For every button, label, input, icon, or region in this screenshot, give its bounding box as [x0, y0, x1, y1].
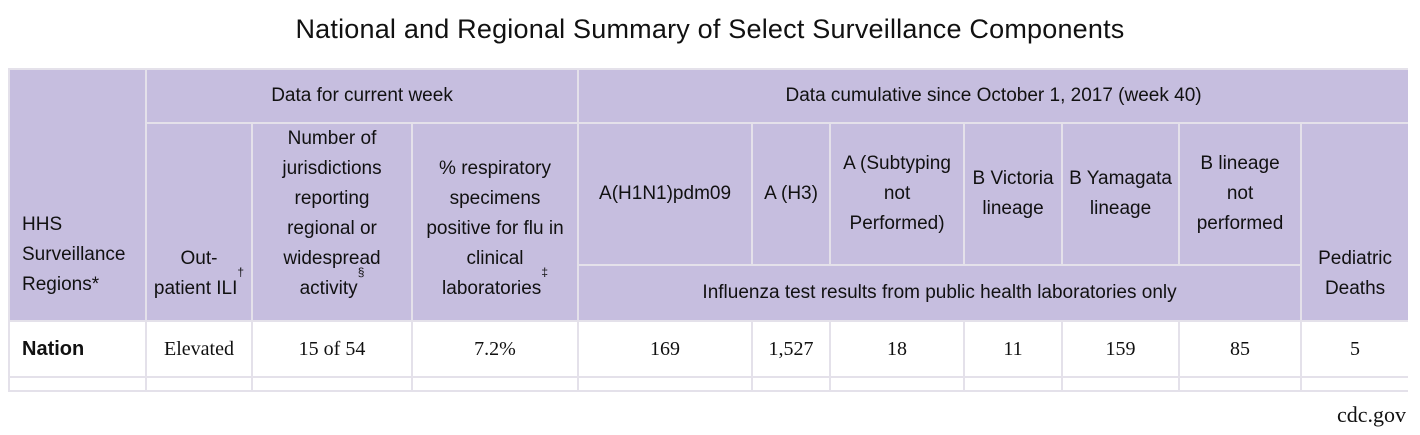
cell-h1n1: 169 — [577, 320, 754, 378]
stub-cell — [410, 376, 580, 392]
stub-cell — [963, 376, 1064, 392]
cell-pct-positive: 7.2% — [410, 320, 580, 378]
stub-cell — [829, 376, 966, 392]
stub-cell — [8, 376, 147, 392]
double-dagger-mark: ‡ — [541, 265, 548, 279]
header-pct-positive: % respiratory specimens positive for flu… — [410, 122, 580, 322]
header-b-yamagata: B Yamagata lineage — [1061, 122, 1181, 266]
cell-b-lineage-not-performed: 85 — [1178, 320, 1303, 378]
header-pct-positive-label: % respiratory specimens positive for flu… — [426, 158, 564, 299]
cell-b-victoria: 11 — [963, 320, 1064, 378]
source-credit: cdc.gov — [1336, 402, 1406, 427]
cell-h3: 1,527 — [751, 320, 832, 378]
header-hhs-regions: HHS Surveillance Regions* — [8, 68, 147, 322]
dagger-mark: † — [237, 265, 245, 279]
table-row-partial — [8, 376, 1408, 392]
header-a-not-subtyped: A (Subtyping not Performed) — [829, 122, 966, 266]
cell-b-yamagata: 159 — [1061, 320, 1181, 378]
cell-pediatric: 5 — [1300, 320, 1408, 378]
stub-cell — [577, 376, 754, 392]
header-b-victoria: B Victoria lineage — [963, 122, 1064, 266]
header-lab-note: Influenza test results from public healt… — [577, 264, 1303, 322]
stub-cell — [1061, 376, 1181, 392]
header-current-week: Data for current week — [144, 68, 580, 124]
stub-cell — [145, 376, 253, 392]
stub-cell — [1178, 376, 1303, 392]
header-cumulative: Data cumulative since October 1, 2017 (w… — [577, 68, 1408, 124]
cell-a-not-subtyped: 18 — [829, 320, 966, 378]
table-row: Nation Elevated 15 of 54 7.2% 169 1,527 … — [8, 320, 1408, 378]
header-outpatient-ili: Out-patient ILI† — [145, 122, 253, 322]
cell-region: Nation — [8, 320, 147, 378]
header-h1n1: A(H1N1)pdm09 — [577, 122, 754, 266]
header-outpatient-ili-label: Out-patient ILI — [153, 248, 238, 299]
stub-cell — [251, 376, 413, 392]
header-h3: A (H3) — [751, 122, 832, 266]
header-b-lineage-not-performed: B lineage not performed — [1178, 122, 1303, 266]
summary-table: HHS Surveillance Regions* Data for curre… — [8, 68, 1408, 392]
page-title: National and Regional Summary of Select … — [295, 14, 1125, 44]
stub-cell — [1300, 376, 1408, 392]
section-mark: § — [357, 265, 365, 279]
header-pediatric-deaths: Pediatric Deaths — [1300, 122, 1408, 322]
header-jurisdictions: Number of jurisdictions reporting region… — [251, 122, 413, 322]
cell-ili: Elevated — [145, 320, 253, 378]
stub-cell — [751, 376, 832, 392]
summary-table-container: HHS Surveillance Regions* Data for curre… — [8, 68, 1408, 396]
cell-jurisdictions: 15 of 54 — [251, 320, 413, 378]
header-jurisdictions-label: Number of jurisdictions reporting region… — [282, 128, 382, 299]
